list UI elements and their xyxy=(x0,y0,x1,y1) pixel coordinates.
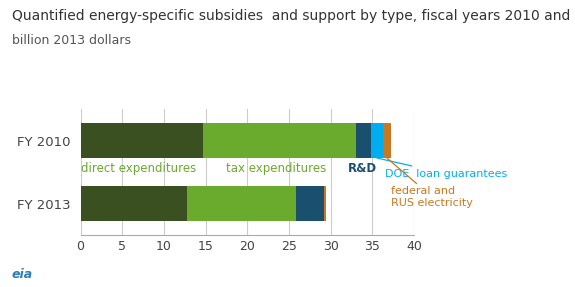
Bar xyxy=(383,123,390,158)
Text: tax expenditures: tax expenditures xyxy=(227,162,327,175)
Bar xyxy=(296,187,324,221)
Bar xyxy=(203,123,355,158)
Bar xyxy=(355,123,371,158)
Bar xyxy=(81,187,187,221)
Bar xyxy=(324,187,327,221)
Text: DOE  loan guarantees: DOE loan guarantees xyxy=(377,158,507,179)
Bar xyxy=(81,123,203,158)
Text: R&D: R&D xyxy=(348,162,377,175)
Bar xyxy=(371,123,383,158)
Text: Quantified energy-specific subsidies  and support by type, fiscal years 2010 and: Quantified energy-specific subsidies and… xyxy=(12,9,575,23)
Bar xyxy=(187,187,296,221)
Text: federal and
RUS electricity: federal and RUS electricity xyxy=(387,158,473,208)
Text: billion 2013 dollars: billion 2013 dollars xyxy=(12,34,131,47)
Text: direct expenditures: direct expenditures xyxy=(81,162,197,175)
Text: eia: eia xyxy=(12,268,33,281)
